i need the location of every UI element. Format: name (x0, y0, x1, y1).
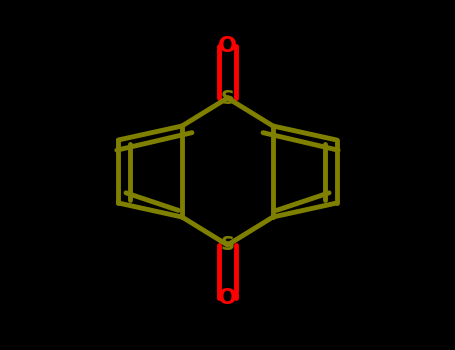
Text: O: O (218, 35, 237, 56)
Text: O: O (218, 287, 237, 308)
Text: S: S (221, 236, 234, 254)
Text: S: S (221, 89, 234, 107)
